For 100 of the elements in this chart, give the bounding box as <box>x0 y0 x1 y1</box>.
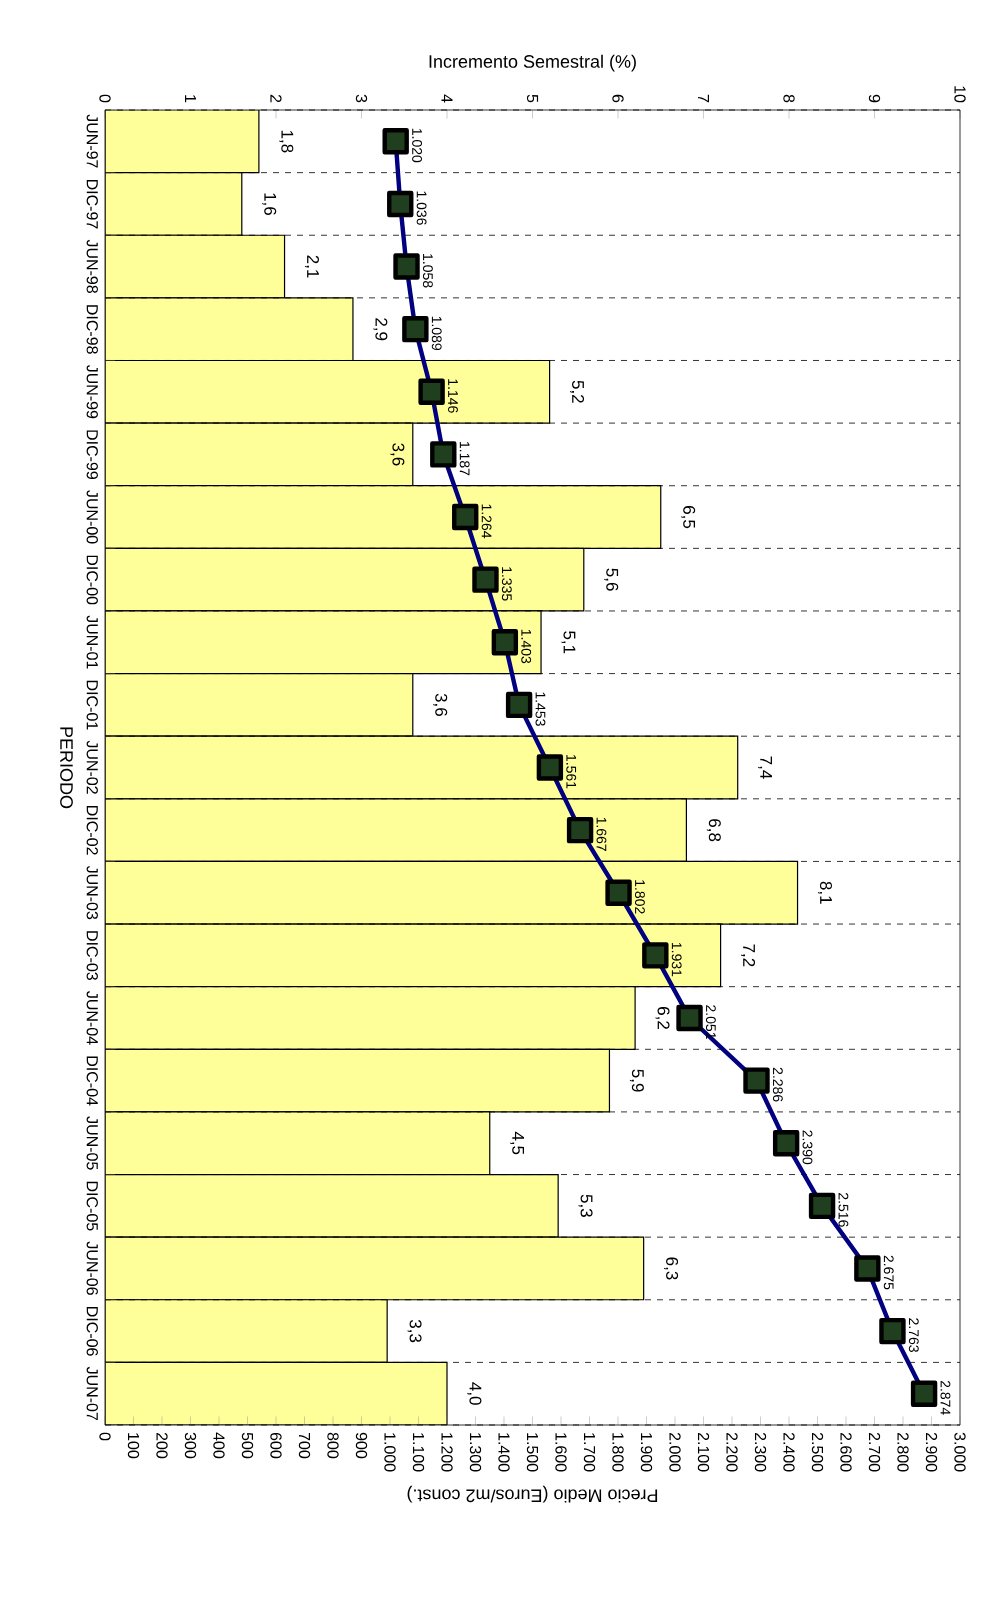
x-tick-label: 2.300 <box>754 1432 767 1472</box>
data-label: 1.335 <box>501 567 512 601</box>
y-tick-label: DIC-04 <box>86 1056 98 1106</box>
y-tick-label: DIC-03 <box>86 931 98 980</box>
y-tick-label: JUN-01 <box>86 615 98 669</box>
data-label: 1.561 <box>566 755 577 789</box>
data-label: 6,8 <box>706 819 721 842</box>
data-label: 8,1 <box>817 881 832 904</box>
x-tick-label: 1.900 <box>640 1433 653 1472</box>
x-tick-label: 800 <box>327 1432 339 1459</box>
x-tick-label: 500 <box>241 1432 254 1459</box>
y-tick-label: DIC-05 <box>86 1181 98 1231</box>
data-label: 2.675 <box>883 1255 894 1290</box>
x2-tick-label: 2 <box>270 94 282 103</box>
data-label: 2.763 <box>908 1318 919 1352</box>
data-label: 1.403 <box>521 629 532 664</box>
data-label: 1.187 <box>459 441 470 476</box>
x2-tick-label: 3 <box>355 94 368 103</box>
data-label: 5,2 <box>570 380 585 403</box>
y-tick-label: DIC-97 <box>86 179 98 229</box>
x-tick-label: 2.100 <box>697 1432 710 1472</box>
x-tick-label: 2.000 <box>669 1432 681 1472</box>
x-tick-label: 400 <box>213 1432 225 1459</box>
x-tick-label: 2.700 <box>868 1432 881 1472</box>
x-tick-label: 700 <box>298 1432 311 1459</box>
x-tick-label: 1.300 <box>469 1433 482 1472</box>
x2-tick-label: 8 <box>783 94 795 103</box>
data-label: 2.286 <box>772 1067 783 1102</box>
data-label: 2.390 <box>802 1130 813 1165</box>
y-tick-label: JUN-97 <box>86 114 98 168</box>
data-label: 5,6 <box>604 568 619 591</box>
x-tick-label: 3.000 <box>954 1432 966 1472</box>
y-tick-label: JUN-00 <box>86 490 98 544</box>
data-label: 6,3 <box>664 1257 679 1280</box>
x2-tick-label: 10 <box>954 86 966 103</box>
y-tick-label: JUN-04 <box>86 991 98 1045</box>
data-label: 2,1 <box>304 255 319 278</box>
x-tick-label: 1.500 <box>526 1433 539 1472</box>
x-tick-label: 2.400 <box>783 1432 795 1472</box>
data-label: 2,9 <box>373 318 388 341</box>
x-tick-label: 1.200 <box>441 1433 453 1472</box>
data-label: 7,4 <box>758 756 772 779</box>
y-tick-label: DIC-99 <box>86 430 98 479</box>
data-label: 6,5 <box>681 506 696 529</box>
data-label: 4,0 <box>467 1382 482 1405</box>
x-tick-label: 600 <box>270 1432 282 1459</box>
data-label: 1.058 <box>422 254 433 288</box>
data-label: 1.667 <box>596 817 607 851</box>
data-label: 7,2 <box>741 944 756 967</box>
x-tick-label: 0 <box>99 1432 111 1441</box>
x-tick-label: 2.200 <box>726 1432 738 1472</box>
y-tick-label: JUN-03 <box>86 865 98 920</box>
x-tick-label: 1.600 <box>555 1433 567 1472</box>
data-label: 1.036 <box>416 191 427 225</box>
y-tick-label: JUN-06 <box>86 1241 98 1295</box>
data-label: 1,6 <box>262 193 277 216</box>
y-tick-label: JUN-98 <box>86 239 98 293</box>
x-tick-label: 1.800 <box>612 1433 624 1472</box>
y-tick-label: DIC-06 <box>86 1307 98 1356</box>
x2-tick-label: 1 <box>185 95 197 103</box>
data-label: 2.874 <box>940 1380 951 1415</box>
data-label: 1.264 <box>481 504 492 539</box>
y-tick-label: JUN-07 <box>86 1366 98 1421</box>
x-tick-label: 1.000 <box>384 1433 396 1472</box>
y-tick-label: DIC-00 <box>86 555 98 605</box>
x-tick-label: 100 <box>127 1433 140 1459</box>
y-tick-label: JUN-02 <box>86 740 98 794</box>
x2-tick-label: 4 <box>441 94 453 103</box>
data-label: 6,2 <box>655 1007 670 1029</box>
data-label: 5,9 <box>629 1069 644 1092</box>
x-tick-label: 2.500 <box>811 1432 824 1472</box>
x-tick-label: 2.600 <box>840 1432 852 1472</box>
data-label: 1,8 <box>279 130 294 153</box>
y-tick-label: DIC-02 <box>86 806 98 855</box>
data-label: 3,6 <box>390 443 405 466</box>
data-label: 1.931 <box>671 942 682 977</box>
data-label: 1.146 <box>448 379 458 413</box>
y-tick-label: DIC-01 <box>86 680 98 730</box>
x2-axis-title: Incremento Semestral (%) <box>429 54 636 72</box>
x-tick-label: 900 <box>355 1432 368 1459</box>
x2-tick-label: 7 <box>698 94 710 103</box>
y-axis-title: PERIODO <box>60 727 73 809</box>
x-tick-label: 2.900 <box>925 1432 938 1472</box>
data-label: 5,1 <box>561 631 576 654</box>
y-tick-label: JUN-05 <box>86 1116 98 1170</box>
data-label: 3,3 <box>407 1319 422 1343</box>
x-tick-label: 1.700 <box>583 1433 596 1472</box>
data-label: 2.516 <box>838 1193 849 1227</box>
data-label: 1.802 <box>634 880 645 914</box>
x2-tick-label: 0 <box>99 94 111 103</box>
data-label: 1.089 <box>431 316 442 351</box>
data-label: 3,6 <box>433 693 448 716</box>
data-label: 1.453 <box>535 692 546 726</box>
x-tick-label: 2.800 <box>897 1432 909 1472</box>
x-tick-label: 200 <box>156 1432 168 1459</box>
x-axis-title: Precio Medio (Euros/m2 const.) <box>407 1485 658 1503</box>
x-tick-label: 300 <box>184 1432 197 1459</box>
x2-tick-label: 5 <box>526 94 539 103</box>
data-label: 2.051 <box>705 1005 716 1039</box>
x-tick-label: 1.100 <box>412 1433 425 1472</box>
